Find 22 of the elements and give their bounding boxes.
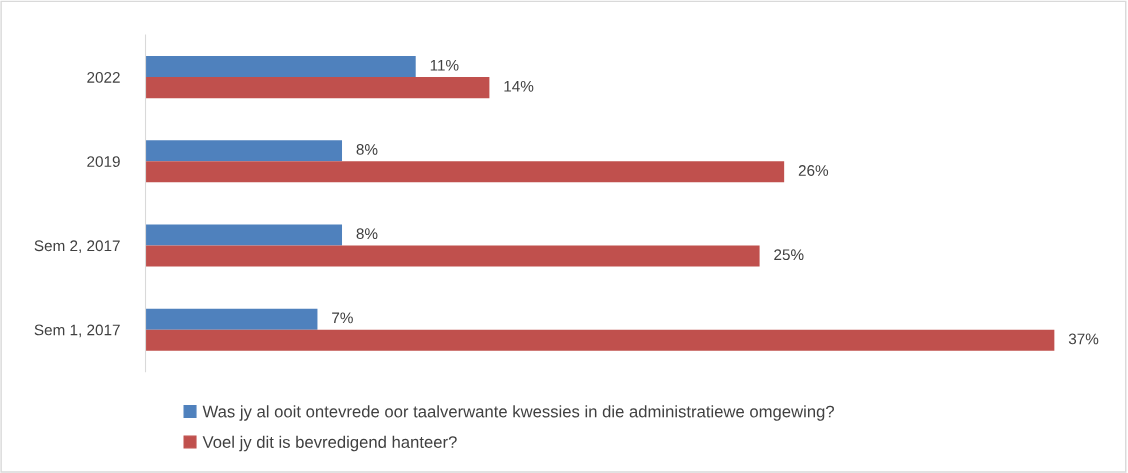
data-label: 25%	[774, 249, 804, 261]
legend-label: Was jy al ooit ontevrede oor taalverwante kwessies in die administratiewe omgewing?	[202, 405, 835, 421]
legend-label: Voel jy dit is bevredigend hanteer?	[202, 435, 457, 452]
bar	[145, 308, 318, 330]
bar	[145, 224, 343, 246]
y-tick-label: Sem 2, 2017	[34, 240, 120, 253]
data-label: 14%	[504, 80, 534, 92]
y-tick-label: Sem 1, 2017	[34, 324, 120, 338]
data-label: 8%	[356, 144, 378, 155]
bar	[145, 161, 785, 183]
bar	[145, 245, 760, 267]
data-label: 7%	[332, 312, 353, 324]
data-label: 11%	[430, 59, 459, 71]
bar	[145, 140, 343, 162]
bar	[145, 56, 416, 78]
bar	[145, 77, 490, 99]
data-label: 26%	[798, 165, 829, 176]
y-tick-label: 2019	[87, 156, 120, 167]
y-tick-label: 2022	[87, 71, 120, 83]
bar	[145, 329, 1055, 351]
data-label: 8%	[356, 228, 378, 240]
data-label: 37%	[1068, 333, 1099, 345]
